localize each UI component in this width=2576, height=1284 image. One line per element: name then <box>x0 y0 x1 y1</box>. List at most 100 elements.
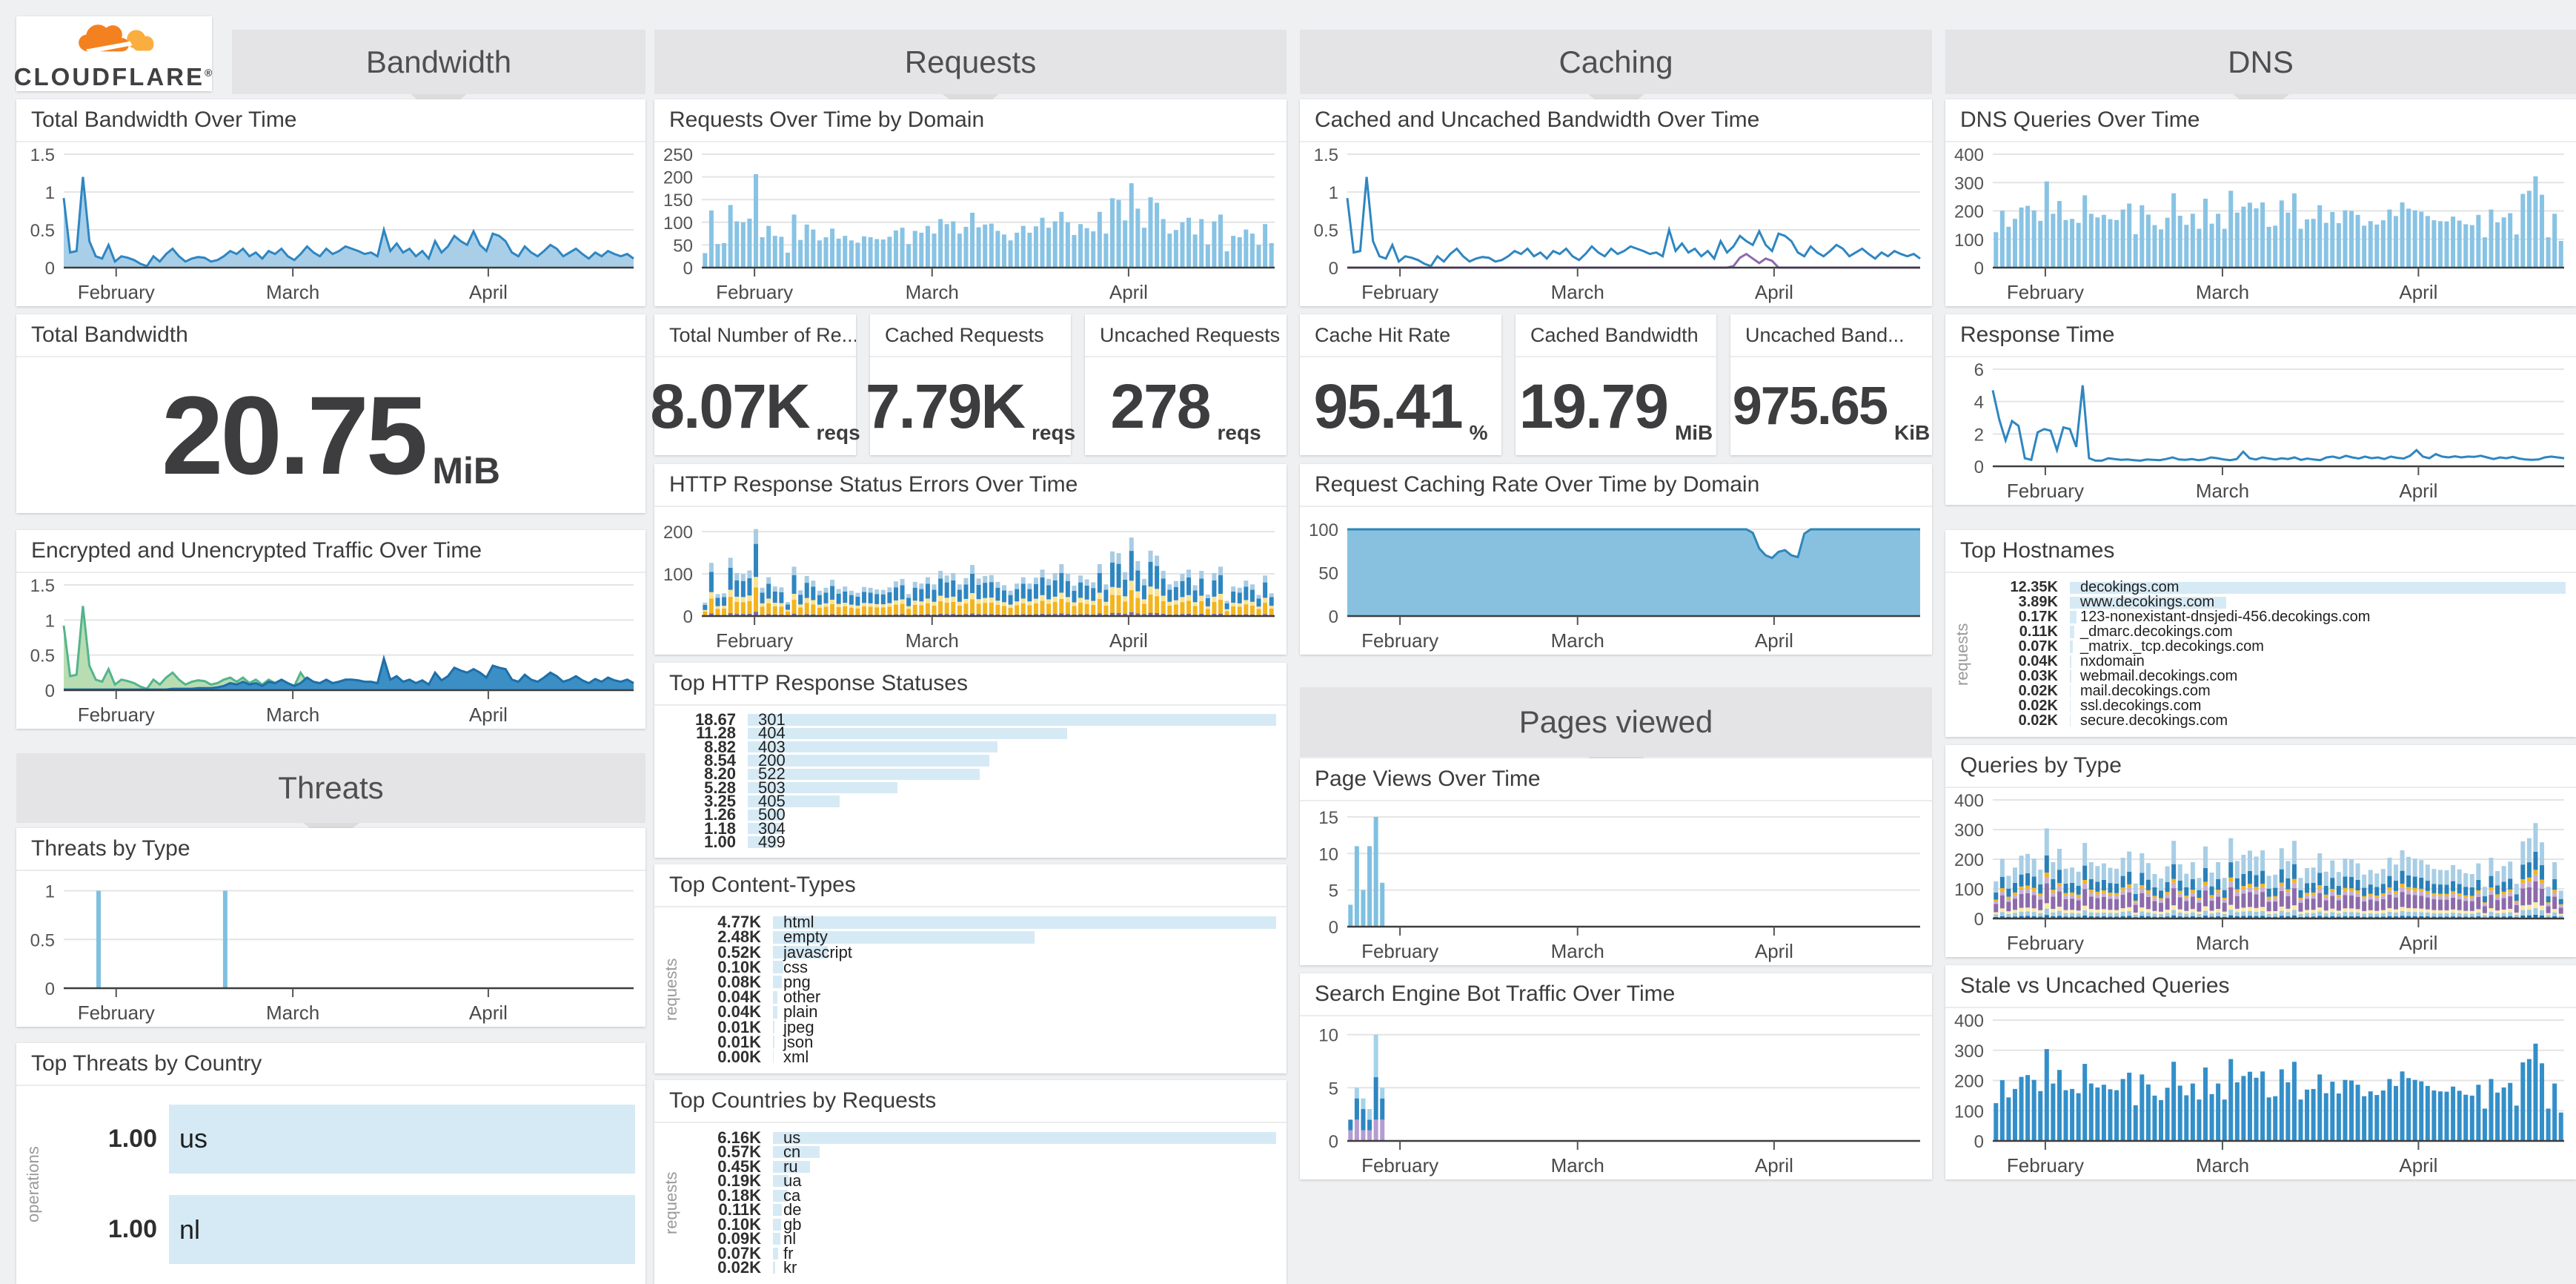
panel-top-countries: Top Countries by Requests requests 6.16K u… <box>654 1080 1287 1284</box>
list-item[interactable]: 0.10K gb <box>684 1215 1276 1234</box>
list-item[interactable]: 1.00 nl <box>46 1185 635 1276</box>
panel-title: Requests Over Time by Domain <box>654 99 1287 142</box>
panel-page-views: Page Views Over Time 0 5 10 15 February March… <box>1300 758 1932 965</box>
list-item[interactable]: 11.28 404 <box>659 724 1276 742</box>
panel-title: Request Caching Rate Over Time by Domain <box>1300 464 1932 507</box>
list-item[interactable]: 5.28 503 <box>659 778 1276 797</box>
panel-top-http-statuses: Top HTTP Response Statuses 18.67 301 11.28… <box>654 663 1287 858</box>
top-http-statuses-list[interactable]: 18.67 301 11.28 404 8.82 403 8.54 200 8.20 522 5.2… <box>654 706 1287 858</box>
list-item[interactable]: 0.04K plain <box>684 1002 1276 1022</box>
list-item-label: ca <box>783 1185 801 1205</box>
requests-over-time-chart[interactable]: 0 50 100 150 200 250 February March April <box>654 142 1287 306</box>
bot-traffic-chart[interactable]: 0 5 10 February March April <box>1300 1016 1932 1179</box>
page-views-chart[interactable]: 0 5 10 15 February March April <box>1300 801 1932 965</box>
cached-uncached-bandwidth-chart[interactable]: 0 0.5 1 1.5 February March April <box>1300 142 1932 306</box>
list-item[interactable]: 0.01K json <box>684 1032 1276 1051</box>
svg-text:February: February <box>2007 281 2084 303</box>
svg-text:February: February <box>78 1002 155 1024</box>
svg-text:February: February <box>78 704 155 726</box>
list-item-label: www.decokings.com <box>2080 594 2215 611</box>
dns-queries-chart[interactable]: 0 100 200 300 400 February March April <box>1945 142 2576 306</box>
list-item-label: other <box>783 987 821 1007</box>
list-item[interactable]: 0.04K nxdomain <box>1975 653 2566 669</box>
list-item[interactable]: 0.09K nl <box>684 1229 1276 1248</box>
list-item[interactable]: 1.18 304 <box>659 819 1276 838</box>
svg-text:April: April <box>2399 281 2437 303</box>
list-item[interactable]: 2.48K empty <box>684 927 1276 946</box>
list-item[interactable]: 0.02K kr <box>684 1258 1276 1277</box>
list-item[interactable]: 3.25 405 <box>659 792 1276 810</box>
list-item[interactable]: 0.18K ca <box>684 1185 1276 1205</box>
list-item-label: webmail.decokings.com <box>2080 667 2238 684</box>
list-item[interactable]: 8.54 200 <box>659 751 1276 770</box>
panel-uncached-requests-stat: Uncached Requests 278 reqs <box>1085 314 1287 455</box>
list-item-bar <box>773 1262 775 1274</box>
list-item[interactable]: 0.10K css <box>684 958 1276 976</box>
section-header-dns[interactable]: DNS <box>1945 30 2576 116</box>
section-header-threats[interactable]: Threats <box>16 753 645 845</box>
threats-by-type-chart[interactable]: 0 0.5 1 February March April <box>16 871 645 1027</box>
list-item-bar <box>748 836 777 848</box>
list-item[interactable]: 8.20 522 <box>659 764 1276 784</box>
svg-text:10: 10 <box>1318 1026 1338 1046</box>
top-threats-by-country-list[interactable]: operations 1.00 us 1.00 nl <box>16 1086 645 1284</box>
svg-text:February: February <box>1361 281 1438 303</box>
list-item[interactable]: 0.45K ru <box>684 1157 1276 1176</box>
top-countries-list[interactable]: requests 6.16K us 0.57K cn 0.45K ru 0.19K ua 0.18… <box>654 1123 1287 1284</box>
total-bandwidth-over-time-chart[interactable]: 0 0.5 1 1.5 February March April <box>16 142 645 306</box>
list-item[interactable]: 0.57K cn <box>684 1142 1276 1161</box>
queries-by-type-chart[interactable]: 0 100 200 300 400 February March April <box>1945 788 2576 957</box>
list-item[interactable]: 0.19K ua <box>684 1171 1276 1190</box>
list-item[interactable]: 0.03K webmail.decokings.com <box>1975 667 2566 684</box>
list-item[interactable]: 18.67 301 <box>659 710 1276 729</box>
list-item[interactable]: 6.16K us <box>684 1128 1276 1147</box>
top-content-types-list[interactable]: requests 4.77K html 2.48K empty 0.52K javascri… <box>654 907 1287 1073</box>
list-item[interactable]: 3.89K www.decokings.com <box>1975 594 2566 611</box>
stale-uncached-chart[interactable]: 0 100 200 300 400 February March April <box>1945 1008 2576 1179</box>
list-item-label: 522 <box>758 764 786 784</box>
list-item[interactable]: 1.26 500 <box>659 805 1276 824</box>
list-item-label: plain <box>783 1002 818 1022</box>
svg-text:0.5: 0.5 <box>30 221 55 241</box>
list-item[interactable]: 0.07K fr <box>684 1244 1276 1263</box>
list-item[interactable]: 1.00 499 <box>659 833 1276 851</box>
top-hostnames-list[interactable]: requests 12.35K decokings.com 3.89K www.deco… <box>1945 573 2576 737</box>
request-caching-rate-chart[interactable]: 0 50 100 February March April <box>1300 507 1932 655</box>
list-item-label: png <box>783 972 811 991</box>
list-item[interactable]: 0.00K xml <box>684 1048 1276 1066</box>
http-errors-chart[interactable]: 0 100 200 February March April <box>654 507 1287 655</box>
section-title: Requests <box>904 44 1037 79</box>
list-item-value: 1.26 <box>704 805 736 824</box>
list-item-label: decokings.com <box>2080 579 2180 596</box>
encrypted-unencrypted-chart[interactable]: 0 0.5 1 1.5 February March April <box>16 573 645 729</box>
list-item[interactable]: 0.11K _dmarc.decokings.com <box>1975 623 2566 640</box>
list-item[interactable]: 0.11K de <box>684 1200 1276 1219</box>
list-item[interactable]: 1.00 us <box>46 1093 635 1185</box>
list-item[interactable]: 0.01K jpeg <box>684 1018 1276 1036</box>
svg-text:50: 50 <box>1318 564 1338 584</box>
list-item[interactable]: 0.08K png <box>684 972 1276 991</box>
list-item[interactable]: 12.35K decokings.com <box>1975 579 2566 596</box>
list-item[interactable]: 0.17K 123-nonexistant-dnsjedi-456.decokin… <box>1975 609 2566 625</box>
list-item-label: 200 <box>758 751 786 770</box>
list-item-bar <box>773 1175 789 1188</box>
list-item[interactable]: 0.52K javascript <box>684 943 1276 962</box>
panel-response-time: Response Time 0 2 4 6 February March April <box>1945 314 2576 505</box>
list-item-bar <box>2070 641 2073 653</box>
list-item[interactable]: 0.02K secure.decokings.com <box>1975 712 2566 729</box>
section-header-requests[interactable]: Requests <box>654 30 1287 116</box>
list-item[interactable]: 8.82 403 <box>659 738 1276 756</box>
list-axis-label: requests <box>662 958 680 1022</box>
response-time-chart[interactable]: 0 2 4 6 February March April <box>1945 357 2576 505</box>
list-item-bar <box>773 1189 788 1202</box>
list-item[interactable]: 0.04K other <box>684 987 1276 1007</box>
list-item[interactable]: 0.07K _matrix._tcp.decokings.com <box>1975 638 2566 655</box>
list-item[interactable]: 0.02K ssl.decokings.com <box>1975 698 2566 714</box>
svg-text:100: 100 <box>1954 880 1984 900</box>
section-header-bandwidth[interactable]: Bandwidth <box>232 30 645 116</box>
section-header-caching[interactable]: Caching <box>1300 30 1932 116</box>
list-item[interactable]: 0.02K mail.decokings.com <box>1975 683 2566 699</box>
list-item[interactable]: 4.77K html <box>684 913 1276 931</box>
list-item-label: json <box>783 1032 814 1051</box>
section-header-pages-viewed[interactable]: Pages viewed <box>1300 687 1932 779</box>
